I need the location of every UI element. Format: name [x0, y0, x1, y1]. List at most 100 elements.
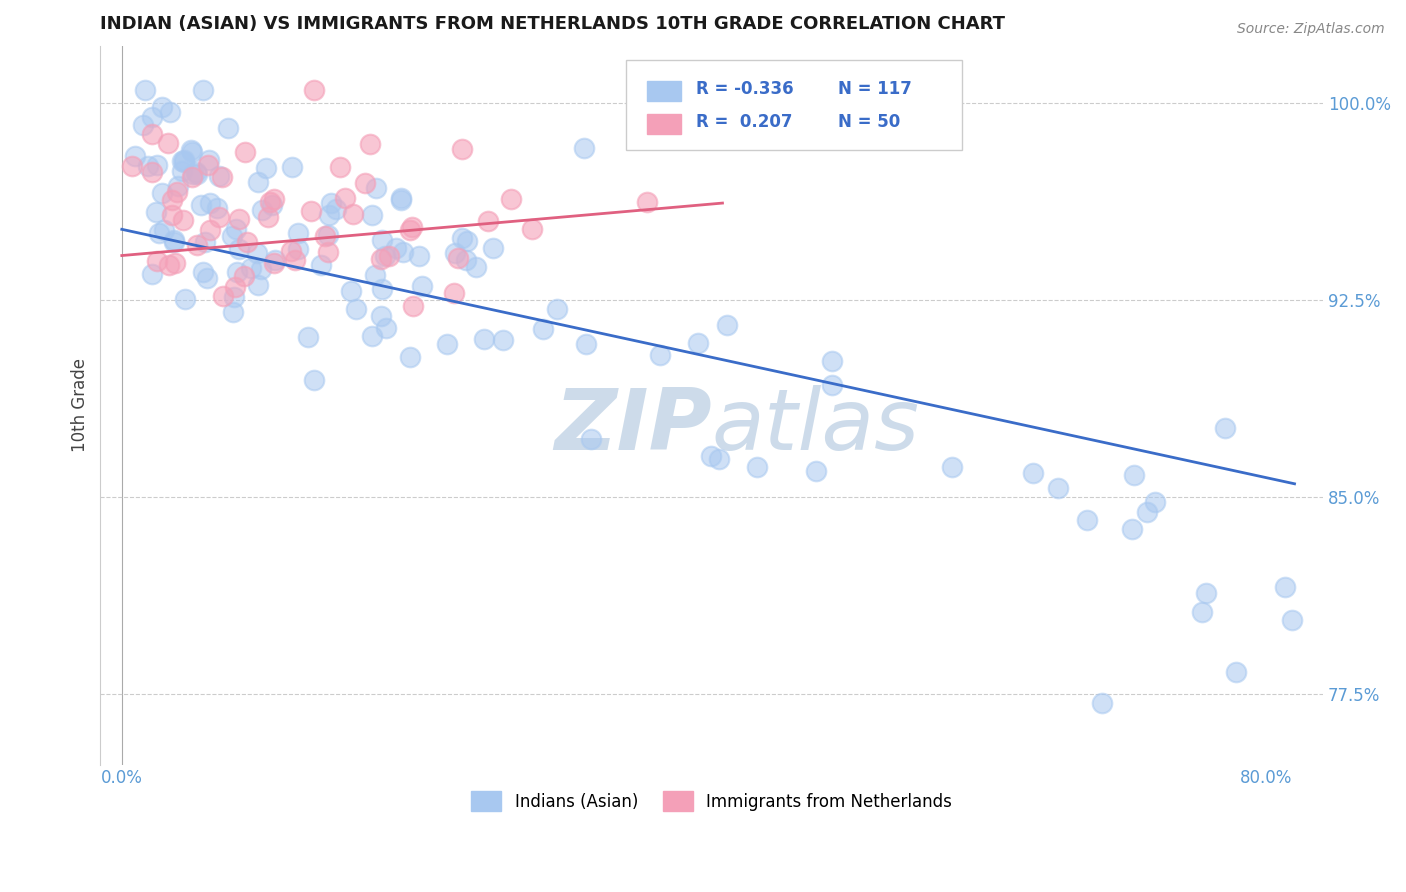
Text: R = -0.336: R = -0.336: [696, 79, 793, 98]
Point: [222, 305, 245, 319]
Point: [340, 284, 363, 298]
Point: [370, 252, 392, 266]
Point: [392, 244, 415, 259]
Point: [246, 175, 269, 189]
Point: [131, 119, 153, 133]
Point: [401, 219, 423, 234]
Point: [364, 181, 387, 195]
Point: [820, 353, 842, 368]
Point: [190, 198, 212, 212]
Point: [124, 149, 146, 163]
Point: [283, 252, 305, 267]
Point: [482, 241, 505, 255]
Point: [385, 241, 408, 255]
Point: [173, 153, 195, 168]
Point: [333, 191, 356, 205]
Point: [235, 145, 257, 160]
Point: [389, 191, 412, 205]
Point: [208, 210, 231, 224]
Point: [228, 211, 250, 226]
Point: [160, 193, 183, 207]
Point: [257, 210, 280, 224]
Point: [353, 176, 375, 190]
Point: [211, 170, 233, 185]
Point: [304, 373, 326, 387]
Point: [1122, 468, 1144, 483]
Point: [450, 231, 472, 245]
Point: [264, 252, 287, 267]
Point: [226, 265, 249, 279]
Point: [186, 167, 208, 181]
Point: [170, 164, 193, 178]
Point: [172, 213, 194, 227]
Point: [359, 136, 381, 151]
Point: [444, 245, 467, 260]
Point: [474, 332, 496, 346]
Point: [716, 318, 738, 332]
Bar: [647, 114, 681, 134]
Point: [181, 167, 204, 181]
Point: [167, 178, 190, 193]
Point: [208, 169, 231, 184]
Point: [211, 289, 233, 303]
Point: [134, 83, 156, 97]
Point: [575, 337, 598, 351]
Point: [228, 242, 250, 256]
Point: [389, 193, 412, 207]
Point: [464, 260, 486, 275]
Point: [436, 337, 458, 351]
Point: [153, 222, 176, 236]
Point: [1091, 696, 1114, 710]
Point: [225, 222, 247, 236]
Point: [191, 83, 214, 97]
Point: [141, 267, 163, 281]
Point: [163, 233, 186, 247]
Point: [399, 223, 422, 237]
Point: [239, 260, 262, 275]
Point: [198, 153, 221, 168]
Point: [186, 165, 208, 179]
Point: [157, 258, 180, 272]
Point: [941, 459, 963, 474]
Point: [287, 226, 309, 240]
Point: [150, 186, 173, 201]
Point: [686, 335, 709, 350]
Point: [447, 252, 470, 266]
Point: [364, 268, 387, 282]
Point: [454, 252, 477, 267]
Point: [287, 243, 309, 257]
FancyBboxPatch shape: [626, 60, 963, 150]
Point: [159, 104, 181, 119]
Point: [411, 279, 433, 293]
Y-axis label: 10th Grade: 10th Grade: [72, 358, 89, 452]
Point: [145, 205, 167, 219]
Point: [492, 333, 515, 347]
Point: [636, 194, 658, 209]
Point: [281, 160, 304, 174]
Point: [180, 143, 202, 157]
Point: [370, 309, 392, 323]
Point: [186, 237, 208, 252]
Point: [398, 351, 420, 365]
Point: [170, 154, 193, 169]
Point: [224, 290, 246, 304]
Point: [254, 161, 277, 176]
Point: [806, 464, 828, 478]
Point: [247, 278, 270, 293]
Point: [572, 141, 595, 155]
Point: [700, 449, 723, 463]
Point: [707, 452, 730, 467]
Point: [224, 279, 246, 293]
Point: [141, 165, 163, 179]
Point: [259, 194, 281, 209]
Point: [370, 282, 392, 296]
Point: [217, 121, 239, 136]
Point: [146, 158, 169, 172]
Point: [198, 195, 221, 210]
Point: [1281, 613, 1303, 627]
Point: [650, 348, 672, 362]
Point: [1191, 605, 1213, 619]
Point: [232, 268, 254, 283]
Point: [302, 83, 325, 97]
Point: [316, 228, 339, 243]
